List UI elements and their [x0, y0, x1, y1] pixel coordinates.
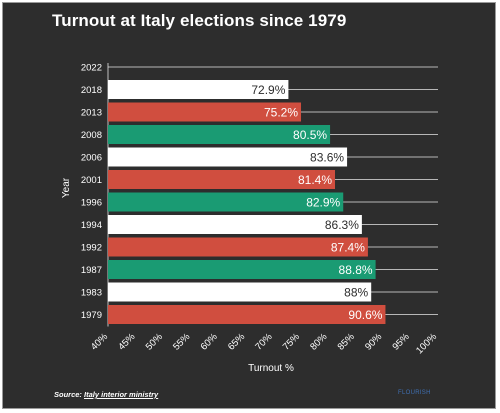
data-label: 80.5%	[293, 128, 327, 142]
bar-2001[interactable]	[108, 170, 336, 189]
y-tick-label: 1994	[81, 220, 102, 231]
bar-2006[interactable]	[108, 147, 348, 167]
x-tick-label: 55%	[171, 331, 193, 353]
y-tick-label: 2006	[81, 153, 102, 164]
x-tick-label: 60%	[199, 331, 221, 353]
bar-2018[interactable]	[108, 80, 289, 99]
bar-1994[interactable]	[108, 215, 362, 234]
x-tick-labels: 40% 45% 50% 55% 60% 65% 70% 75% 80% 85% 90% 95% 100%	[89, 331, 440, 356]
flourish-credit[interactable]: FLOURISH	[398, 390, 431, 396]
bar-2013[interactable]	[108, 102, 302, 122]
x-tick-label: 40%	[89, 331, 111, 353]
bar-1979[interactable]	[108, 305, 386, 324]
bar-1983[interactable]	[108, 282, 372, 302]
x-tick-label: 85%	[336, 331, 358, 353]
y-tick-label: 1979	[81, 310, 102, 321]
bar-1987[interactable]	[108, 260, 376, 279]
data-label: 81.4%	[298, 173, 332, 187]
x-tick-label: 75%	[281, 331, 303, 353]
data-label: 90.6%	[348, 308, 382, 322]
y-tick-label: 1996	[81, 198, 102, 209]
y-tick-label: 2008	[81, 130, 102, 141]
x-tick-label: 50%	[144, 331, 166, 353]
y-tick-labels: 2022 2018 2013 2008 2006 2001 1996 1994 1992 1987…	[81, 63, 102, 322]
x-tick-label: 90%	[363, 331, 385, 353]
y-tick-label: 1992	[81, 243, 102, 254]
x-tick-label: 100%	[414, 331, 439, 356]
x-tick-label: 80%	[308, 331, 330, 353]
x-tick-label: 95%	[390, 331, 412, 353]
y-tick-label: 1987	[81, 265, 102, 276]
data-label: 72.9%	[251, 83, 285, 97]
source-note: Source: Italy interior ministry	[54, 390, 158, 399]
bar-1996[interactable]	[108, 192, 344, 212]
data-label: 75.2%	[264, 106, 298, 120]
data-label: 87.4%	[331, 241, 365, 255]
bar-1992[interactable]	[108, 237, 368, 257]
y-tick-label: 2018	[81, 85, 102, 96]
y-tick-label: 2022	[81, 63, 102, 74]
y-tick-label: 2013	[81, 108, 102, 119]
data-label: 83.6%	[310, 151, 344, 165]
data-label: 88.8%	[339, 263, 373, 277]
y-tick-label: 2001	[81, 175, 102, 186]
data-label: 82.9%	[306, 196, 340, 210]
source-prefix: Source:	[54, 390, 85, 399]
x-tick-label: 45%	[116, 331, 138, 353]
chart-title: Turnout at Italy elections since 1979	[52, 11, 347, 30]
y-tick-label: 1983	[81, 288, 102, 299]
x-tick-label: 65%	[226, 331, 248, 353]
y-axis-label: Year	[61, 177, 72, 198]
source-link[interactable]: Italy interior ministry	[84, 390, 159, 399]
x-tick-label: 70%	[253, 331, 275, 353]
bar-2008[interactable]	[108, 125, 331, 144]
data-label: 86.3%	[325, 218, 359, 232]
chart-bars: 72.9% 75.2% 80.5% 83.6% 81.4% 82.9% 86.3% 87.4%…	[108, 80, 386, 324]
x-axis-label: Turnout %	[248, 363, 294, 374]
data-label: 88%	[344, 286, 368, 300]
